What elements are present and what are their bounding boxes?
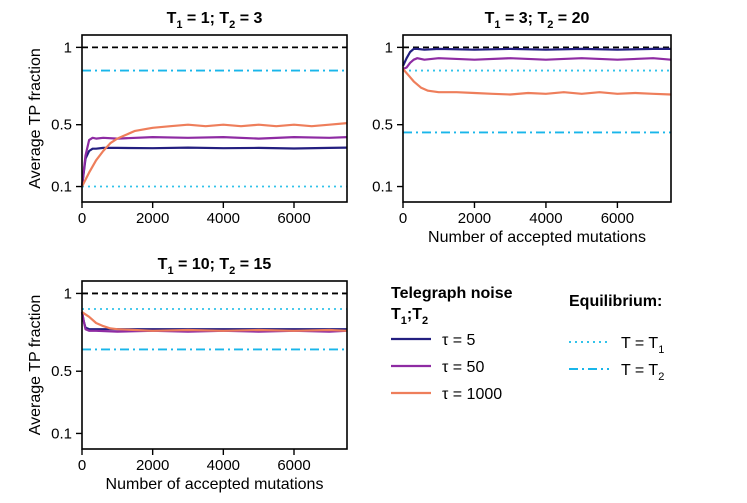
y-tick-label: 0.1 — [51, 179, 72, 196]
panel-3: 0 2000 4000 6000 0.1 0.5 1 T1 = 10; T2 = 15 Aver… — [27, 256, 348, 493]
series-line-tau1000 — [81, 122, 348, 188]
legend-tau50-label: τ = 50 — [442, 359, 484, 376]
legend-noise-title-line1: Telegraph noise — [391, 285, 513, 302]
x-tick-label: 4000 — [207, 457, 240, 474]
x-tick-label: 6000 — [277, 210, 310, 227]
x-tick-label: 4000 — [529, 210, 562, 227]
x-tick-label: 6000 — [601, 210, 634, 227]
y-tick-label: 0.5 — [51, 363, 72, 380]
legend-noise: Telegraph noise T1;T2 τ = 5 τ = 50 τ = 1… — [391, 285, 513, 403]
y-tick-label: 0.5 — [372, 117, 393, 134]
series-line-tau1000 — [402, 68, 672, 96]
panel-title: T1 = 1; T2 = 3 — [167, 10, 263, 31]
x-tick-label: 2000 — [458, 210, 491, 227]
series-line-tau5 — [80, 146, 348, 187]
x-tick-label: 0 — [78, 457, 86, 474]
panel-2: 0 2000 4000 6000 0.1 0.5 1 T1 = 3; T2 = 20 Numbe… — [372, 10, 672, 246]
y-tick-label: 1 — [64, 39, 72, 56]
series-line-tau50 — [80, 136, 348, 187]
panel-title: T1 = 3; T2 = 20 — [485, 10, 590, 31]
series-line-tau5 — [402, 47, 671, 67]
x-tick-label: 2000 — [136, 457, 169, 474]
x-axis-label: Number of accepted mutations — [106, 476, 324, 493]
series-line-tau5 — [80, 311, 347, 331]
x-tick-label: 0 — [399, 210, 407, 227]
legend-eq-t2-label: T = T2 — [621, 362, 664, 383]
panel-1: 0 2000 4000 6000 0.1 0.5 1 T1 = 1; T2 = 3 Averag… — [27, 10, 348, 227]
legend-noise-title-line2: T1;T2 — [391, 306, 428, 327]
plot-frame — [81, 34, 348, 203]
plot-frame — [81, 280, 348, 450]
series-line-tau1000 — [81, 311, 348, 332]
y-axis-label: Average TP fraction — [27, 48, 44, 189]
y-axis-label: Average TP fraction — [27, 295, 44, 436]
series-line-tau50 — [402, 57, 672, 71]
x-tick-label: 4000 — [207, 210, 240, 227]
legend-equilibrium: Equilibrium: T = T1 T = T2 — [569, 293, 664, 383]
y-tick-label: 1 — [385, 39, 393, 56]
x-tick-label: 2000 — [136, 210, 169, 227]
panel-title: T1 = 10; T2 = 15 — [158, 256, 272, 277]
legend-eq-title: Equilibrium: — [569, 293, 662, 310]
plot-frame — [402, 34, 672, 203]
y-tick-label: 1 — [64, 285, 72, 302]
x-tick-label: 6000 — [277, 457, 310, 474]
x-axis-label: Number of accepted mutations — [428, 229, 646, 246]
x-tick-label: 0 — [78, 210, 86, 227]
y-tick-label: 0.1 — [51, 425, 72, 442]
y-tick-label: 0.1 — [372, 179, 393, 196]
legend-tau1000-label: τ = 1000 — [442, 386, 502, 403]
y-tick-label: 0.5 — [51, 117, 72, 134]
legend-tau5-label: τ = 5 — [442, 332, 476, 349]
legend-eq-t1-label: T = T1 — [621, 335, 664, 356]
